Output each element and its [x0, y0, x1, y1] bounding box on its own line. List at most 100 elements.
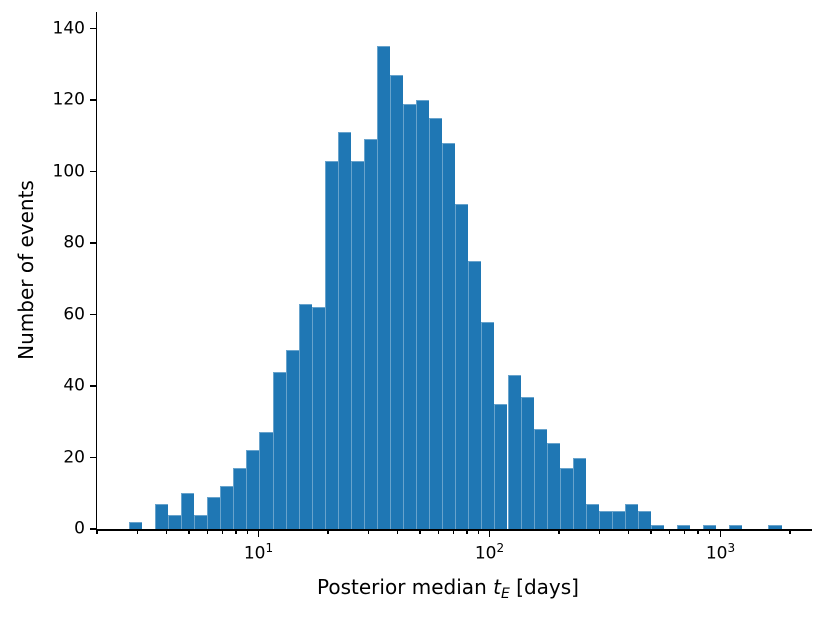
x-minor-tick — [235, 530, 237, 534]
histogram-bar — [350, 160, 364, 529]
y-major-tick — [89, 242, 96, 244]
histogram-bar — [168, 514, 182, 529]
y-axis-spine — [95, 12, 97, 531]
y-major-tick — [89, 27, 96, 30]
histogram-bar — [298, 303, 312, 529]
x-minor-tick — [599, 530, 601, 534]
y-major-tick — [89, 385, 96, 387]
histogram-bar — [559, 468, 573, 529]
histogram-bar — [207, 496, 221, 529]
histogram-bar — [155, 503, 169, 529]
x-minor-tick — [165, 530, 168, 534]
x-minor-tick — [327, 530, 329, 534]
x-minor-tick — [453, 530, 455, 534]
histogram-bar — [624, 503, 638, 529]
y-tick-label: 120 — [52, 89, 85, 110]
x-minor-tick — [684, 530, 686, 534]
histogram-bar — [337, 132, 351, 529]
y-tick-label: 40 — [63, 375, 85, 396]
histogram-bar — [533, 428, 547, 529]
histogram-bar — [429, 117, 443, 529]
histogram-bar — [768, 525, 782, 529]
y-major-tick — [89, 170, 96, 173]
y-tick-label: 80 — [63, 232, 85, 253]
x-axis-label-variable: t — [493, 575, 501, 599]
histogram-bar — [442, 142, 456, 529]
histogram-bar — [272, 371, 286, 529]
histogram-bar — [376, 46, 390, 529]
x-axis-label-subscript: E — [500, 586, 510, 602]
y-tick-label: 100 — [52, 161, 85, 181]
x-axis-label-prefix: Posterior median — [317, 575, 494, 599]
histogram-bar — [311, 307, 325, 529]
histogram-bar — [651, 525, 665, 529]
histogram-bar — [598, 511, 612, 529]
histogram-bar — [494, 403, 508, 529]
x-axis-label-suffix: [days] — [509, 575, 579, 599]
x-minor-tick — [368, 530, 370, 534]
histogram-bar — [481, 321, 495, 529]
x-major-tick — [488, 530, 491, 537]
histogram-bar — [363, 139, 377, 529]
histogram-bar — [585, 503, 599, 529]
y-major-tick — [89, 99, 96, 101]
histogram-bar — [246, 450, 260, 529]
x-minor-tick — [466, 530, 468, 534]
y-axis-label: Number of events — [14, 180, 38, 360]
x-minor-tick — [222, 530, 224, 534]
histogram-bar — [181, 493, 195, 529]
histogram-bar — [285, 350, 299, 529]
histogram-bar — [572, 457, 586, 529]
y-tick-label: 20 — [63, 447, 85, 467]
x-tick-label: 102 — [474, 541, 505, 564]
histogram-bar — [507, 375, 521, 529]
y-major-tick — [89, 313, 96, 316]
x-minor-tick — [668, 530, 670, 534]
histogram-bar — [128, 521, 143, 529]
x-tick-label: 101 — [243, 541, 274, 564]
histogram-bar — [520, 396, 534, 529]
x-minor-tick — [627, 530, 630, 534]
histogram-bar — [324, 160, 338, 529]
x-minor-tick — [789, 530, 791, 534]
histogram-bar — [220, 486, 234, 529]
y-major-tick — [89, 528, 96, 530]
histogram-bar — [416, 100, 430, 529]
histogram-bar — [403, 103, 417, 529]
histogram-bar — [194, 514, 208, 529]
x-tick-label: 103 — [705, 541, 736, 564]
x-minor-tick — [96, 530, 98, 534]
histogram-bar — [390, 74, 404, 529]
x-major-tick — [257, 530, 260, 537]
histogram-bar — [637, 511, 651, 529]
x-minor-tick — [396, 530, 399, 534]
x-axis-label: Posterior median tE [days] — [317, 575, 579, 602]
histogram-bar — [611, 511, 625, 529]
x-minor-tick — [247, 530, 249, 534]
y-tick-label: 140 — [52, 18, 85, 38]
histogram-bar — [455, 203, 469, 529]
x-minor-tick — [188, 530, 190, 534]
x-minor-tick — [478, 530, 480, 534]
x-minor-tick — [650, 530, 652, 534]
x-minor-tick — [137, 530, 139, 534]
histogram-bar — [233, 468, 247, 529]
x-minor-tick — [697, 530, 699, 534]
histogram-bar — [546, 443, 560, 529]
x-minor-tick — [709, 530, 711, 534]
y-tick-label: 60 — [63, 304, 85, 324]
histogram-bar — [259, 432, 273, 529]
histogram-bar — [677, 525, 691, 529]
x-minor-tick — [558, 530, 560, 534]
y-tick-label: 0 — [74, 518, 85, 539]
x-minor-tick — [419, 530, 421, 534]
x-minor-tick — [206, 530, 208, 534]
x-major-tick — [719, 530, 722, 537]
x-axis-spine — [95, 529, 812, 531]
histogram-bar — [729, 525, 743, 529]
histogram-bar — [703, 525, 717, 529]
y-major-tick — [89, 456, 96, 459]
histogram-bar — [468, 260, 482, 529]
x-minor-tick — [437, 530, 439, 534]
